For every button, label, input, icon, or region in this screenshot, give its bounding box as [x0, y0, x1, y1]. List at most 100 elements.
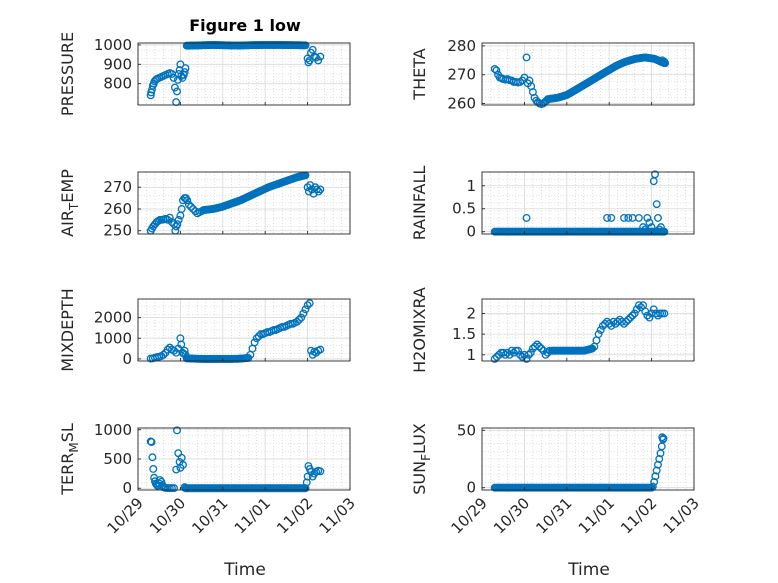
data-marker: [163, 215, 172, 224]
data-marker: [169, 73, 178, 82]
data-marker: [650, 478, 659, 486]
y-tick-label: 270: [447, 66, 476, 84]
data-marker: [620, 213, 628, 222]
data-marker: [643, 311, 652, 320]
data-marker: [524, 350, 533, 359]
axes-box: [481, 298, 695, 362]
figure-title: Figure 1 low: [189, 16, 301, 35]
y-tick-label: 1000: [94, 421, 132, 439]
data-marker: [184, 200, 193, 209]
subplot-sun-flux: 0 50 SUNFLUX 10/29 10/30 10/31 11/01 11/02 11/03: [410, 421, 703, 537]
x-tick-label: 11/01: [575, 494, 618, 537]
data-marker: [658, 433, 667, 442]
y-axis-label: RAINFALL: [410, 166, 429, 241]
x-tick-label: 11/03: [316, 494, 359, 537]
data-marker: [643, 213, 652, 222]
data-marker: [303, 54, 312, 63]
data-marker: [632, 305, 641, 314]
data-marker: [649, 305, 658, 314]
data-marker: [305, 299, 314, 308]
data-marker: [314, 56, 323, 65]
data-marker: [149, 464, 158, 473]
data-marker: [645, 313, 654, 322]
data-marker: [183, 196, 192, 205]
y-axis-label: MIXDEPTH: [58, 288, 77, 371]
data-marker: [301, 41, 310, 50]
data-marker: [661, 59, 670, 68]
x-tick-label: 10/30: [490, 494, 533, 537]
data-marker: [652, 466, 661, 475]
data-marker: [316, 52, 325, 61]
x-tick-label: 10/30: [146, 494, 189, 537]
data-marker: [624, 315, 633, 324]
y-tick-label: 1: [466, 346, 476, 364]
data-marker: [170, 346, 178, 355]
data-marker: [630, 309, 639, 318]
data-marker: [250, 338, 259, 347]
data-marker: [173, 426, 181, 435]
data-marker: [297, 313, 306, 322]
subplot-air-temp: 250 260 270 AIRTEMP: [58, 169, 351, 240]
x-tick-label: 10/29: [104, 494, 147, 537]
data-marker: [172, 465, 181, 474]
data-marker: [622, 317, 631, 326]
y-tick-label: 900: [103, 55, 132, 73]
axes-box: [481, 171, 695, 235]
data-marker: [316, 467, 325, 476]
data-marker: [305, 56, 314, 65]
y-tick-label: 270: [103, 178, 132, 196]
data-marker: [535, 342, 544, 351]
data-marker: [180, 346, 189, 355]
data-marker: [607, 213, 616, 222]
data-marker: [647, 223, 656, 232]
data-marker: [177, 205, 186, 213]
x-tick-label: 11/02: [617, 494, 660, 537]
y-tick-label: 2: [466, 304, 476, 322]
y-axis-label: PRESSURE: [58, 32, 77, 116]
y-axis-label: AIRTEMP: [58, 169, 81, 237]
data-marker: [180, 68, 189, 77]
subplot-theta: 260 270 280 THETA: [410, 37, 695, 113]
axes-box: [137, 171, 351, 235]
data-marker: [628, 311, 637, 320]
data-marker: [189, 205, 198, 213]
y-tick-label: 800: [103, 75, 132, 93]
data-marker: [173, 220, 182, 229]
data-marker: [299, 309, 308, 318]
data-marker: [637, 303, 645, 312]
data-marker: [170, 484, 178, 493]
data-marker: [505, 350, 514, 359]
data-marker: [626, 313, 635, 322]
x-tick-label: 10/29: [448, 494, 491, 537]
data-marker: [522, 354, 531, 363]
data-marker: [596, 326, 605, 334]
data-marker: [541, 350, 550, 359]
data-marker: [159, 350, 168, 359]
data-marker: [514, 346, 522, 355]
data-marker: [173, 87, 181, 96]
data-marker: [295, 315, 304, 324]
x-tick-label: 10/31: [532, 494, 575, 537]
data-marker: [655, 455, 664, 463]
y-axis-label: THETA: [410, 48, 429, 100]
x-tick-label: 11/03: [660, 494, 703, 537]
data-marker: [147, 438, 156, 446]
data-marker: [501, 350, 510, 359]
y-tick-label: 0: [466, 479, 476, 497]
data-marker: [624, 213, 633, 222]
x-axis-label-left: Time: [223, 560, 266, 580]
data-marker: [165, 213, 174, 222]
data-marker: [656, 223, 665, 232]
data-marker: [303, 301, 312, 310]
data-marker: [316, 185, 325, 194]
data-marker: [187, 202, 195, 211]
data-marker: [490, 65, 499, 73]
data-marker: [177, 340, 186, 349]
data-marker: [302, 478, 311, 487]
subplot-mixdepth: 0 1000 2000 MIXDEPTH: [58, 288, 351, 372]
y-tick-label: 0: [122, 350, 132, 368]
data-marker: [659, 434, 668, 443]
subplot-h2omixra: 1 1.5 2 H2OMIXRA: [410, 287, 695, 373]
data-marker: [654, 460, 662, 469]
